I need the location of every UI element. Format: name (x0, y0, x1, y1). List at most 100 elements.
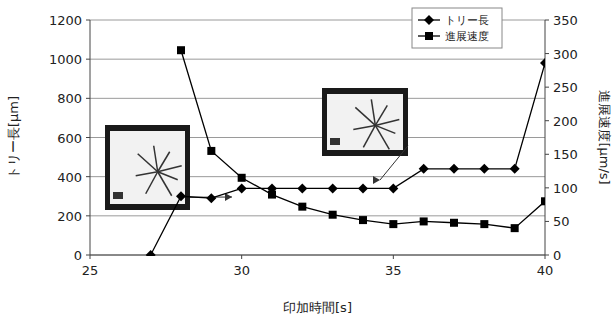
y-axis-title: トリー長[μm] (6, 96, 21, 179)
marker-diamond (328, 183, 338, 193)
series (146, 58, 545, 256)
y2-tick-label: 250 (553, 80, 578, 95)
y-tick-label: 800 (57, 91, 82, 106)
marker-square (450, 219, 458, 227)
marker-square (329, 211, 337, 219)
marker-diamond (540, 58, 545, 68)
legend-label: 進展速度 (445, 30, 489, 43)
inset-tree (363, 125, 375, 147)
y-tick (86, 98, 90, 99)
inset-tree (353, 125, 375, 129)
y2-tick (545, 53, 549, 54)
inset-arrowhead (373, 176, 380, 184)
marker-diamond (176, 191, 186, 201)
x-axis-title: 印加時間[s] (283, 300, 352, 315)
y2-tick-label: 350 (553, 13, 578, 28)
y-tick-label: 1200 (49, 13, 82, 28)
y2-tick-label: 100 (553, 181, 578, 196)
legend-diamond (424, 15, 434, 25)
marker-diamond (479, 164, 489, 174)
y2-tick (545, 187, 549, 188)
marker-diamond (297, 183, 307, 193)
y-tick (86, 137, 90, 138)
inset-frame (105, 125, 190, 210)
y-tick (86, 215, 90, 216)
series (177, 46, 545, 232)
marker-square (511, 224, 519, 232)
y-tick-label: 200 (57, 209, 82, 224)
marker-square (298, 203, 306, 211)
x-tick-label: 25 (82, 263, 99, 278)
marker-diamond (146, 250, 156, 256)
marker-square (541, 197, 545, 205)
chart: 0200400600800100012000501001502002503003… (0, 0, 616, 321)
legend-marker (424, 15, 434, 25)
legend-marker (425, 32, 433, 40)
inset-image (327, 94, 403, 150)
x-tick (241, 255, 242, 259)
series-line (181, 50, 545, 228)
legend-square (425, 32, 433, 40)
inset-scale (330, 138, 340, 145)
y-tick-label: 0 (74, 248, 82, 263)
x-tick (545, 255, 546, 259)
y2-tick-label: 200 (553, 114, 578, 129)
y-tick-label: 400 (57, 170, 82, 185)
marker-square (480, 220, 488, 228)
y2-tick (545, 20, 549, 21)
inset-tree (158, 166, 182, 172)
marker-diamond (419, 164, 429, 174)
grid-line (90, 98, 545, 99)
marker-diamond (206, 193, 216, 203)
inset-tree (375, 125, 389, 149)
y-tick (86, 176, 90, 177)
inset-image (110, 131, 185, 204)
marker-diamond (358, 183, 368, 193)
y-axis (90, 20, 91, 255)
inset-photo (105, 125, 232, 210)
marker-diamond (237, 183, 247, 193)
grid-line (90, 215, 545, 216)
grid-line (90, 59, 545, 60)
inset-tree (136, 172, 158, 176)
legend: トリー長進展速度 (412, 8, 502, 48)
marker-square (207, 147, 215, 155)
y2-tick (545, 255, 549, 256)
inset-arrowhead (225, 193, 232, 201)
y-tick-label: 600 (57, 131, 82, 146)
y2-tick (545, 221, 549, 222)
inset-arrow (380, 146, 408, 180)
y2-axis (545, 20, 546, 255)
y2-tick-label: 300 (553, 47, 578, 62)
y-tick (86, 59, 90, 60)
marker-square (177, 46, 185, 54)
inset-tree (371, 99, 375, 125)
inset-scale (113, 192, 123, 199)
inset-tree (375, 119, 399, 125)
inset-tree (146, 172, 158, 194)
marker-diamond (449, 164, 459, 174)
y2-tick (545, 120, 549, 121)
marker-square (359, 216, 367, 224)
y2-tick-label: 0 (553, 248, 561, 263)
y-tick (86, 20, 90, 21)
x-tick-label: 30 (233, 263, 250, 278)
marker-square (389, 220, 397, 228)
inset-photo (322, 88, 408, 184)
y2-tick-label: 50 (553, 214, 570, 229)
y-tick-label: 1000 (49, 52, 82, 67)
x-tick-label: 35 (385, 263, 402, 278)
legend-label: トリー長 (445, 14, 489, 27)
marker-diamond (388, 183, 398, 193)
marker-square (238, 174, 246, 182)
inset-frame (322, 88, 408, 156)
series-line (151, 63, 545, 255)
y-tick (86, 255, 90, 256)
y2-tick (545, 87, 549, 88)
marker-diamond (510, 164, 520, 174)
plot-area (146, 46, 545, 256)
x-tick-label: 40 (537, 263, 554, 278)
inset-tree (154, 146, 158, 172)
marker-square (420, 217, 428, 225)
y2-axis-title: 進展速度[μm/s] (597, 90, 612, 184)
